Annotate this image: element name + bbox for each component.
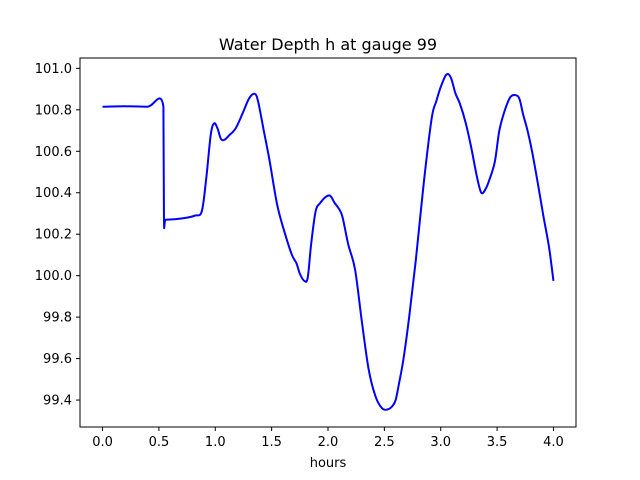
y-tick-label: 100.2 xyxy=(35,228,72,243)
plot-frame xyxy=(79,57,577,428)
y-tick-label: 100.4 xyxy=(35,186,72,201)
y-axis: 99.4 99.6 99.8 100.0 100.2 100.4 100.6 100.8 101… xyxy=(35,62,80,409)
y-tick-label: 100.8 xyxy=(35,103,72,118)
y-tick-label: 100.6 xyxy=(35,145,72,160)
y-tick-label: 99.6 xyxy=(43,352,72,367)
x-tick-label: 4.0 xyxy=(543,435,564,450)
x-tick-label: 2.5 xyxy=(374,435,395,450)
x-tick-label: 0.5 xyxy=(149,435,170,450)
x-tick-label: 0.0 xyxy=(92,435,113,450)
chart-title: Water Depth h at gauge 99 xyxy=(219,35,437,54)
x-tick-label: 1.0 xyxy=(205,435,226,450)
x-tick-label: 1.5 xyxy=(261,435,282,450)
plot-background xyxy=(80,58,576,427)
x-tick-label: 2.0 xyxy=(318,435,339,450)
plot-area xyxy=(80,58,576,427)
x-tick-label: 3.5 xyxy=(487,435,508,450)
x-tick-label: 3.0 xyxy=(430,435,451,450)
y-tick-label: 99.4 xyxy=(43,394,72,409)
y-tick-label: 100.0 xyxy=(35,269,72,284)
x-axis-label: hours xyxy=(310,456,347,471)
x-axis: 0.0 0.5 1.0 1.5 2.0 2.5 3.0 3.5 4.0 xyxy=(92,427,564,450)
series-line xyxy=(102,72,555,411)
y-tick-label: 101.0 xyxy=(35,62,72,77)
y-tick-label: 99.8 xyxy=(43,311,72,326)
